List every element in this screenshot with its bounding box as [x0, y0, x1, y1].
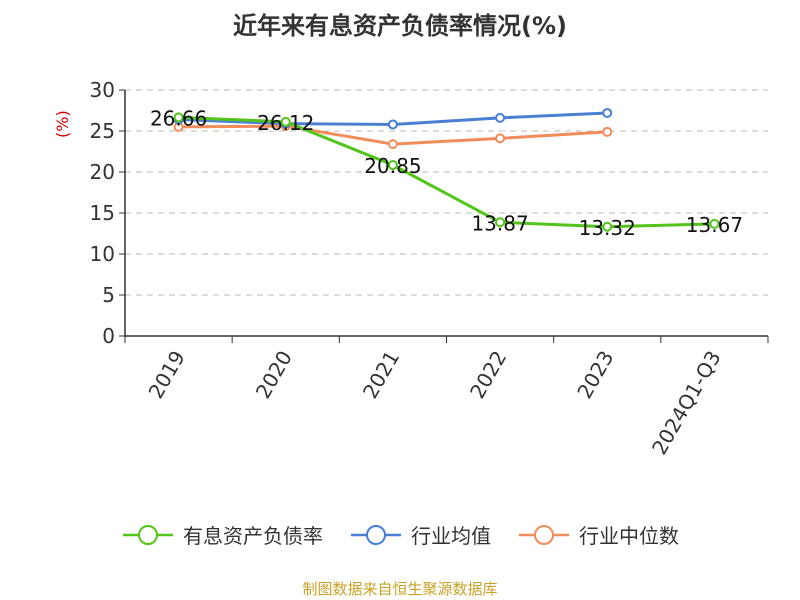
data-labels: 26.66 26.12 20.85 13.87 13.32 13.67 [150, 106, 743, 239]
data-label: 13.67 [686, 213, 743, 237]
legend-marker [534, 524, 554, 545]
x-tick-label: 2021 [358, 347, 404, 403]
data-point [709, 218, 720, 229]
y-tick-label: 10 [90, 242, 115, 266]
source-note: 制图数据来自恒生聚源数据库 [302, 580, 498, 598]
data-point [280, 116, 291, 127]
data-label: 13.32 [579, 216, 636, 240]
y-tick-label: 20 [90, 160, 115, 184]
legend-item[interactable]: 行业均值 [349, 520, 491, 549]
axes: 0 5 10 15 20 25 30 2019 2020 2021 2022 2023 2024Q1-Q… [90, 78, 769, 459]
x-tick-label: 2019 [144, 347, 190, 403]
x-tick-label: 2023 [572, 347, 618, 403]
data-label: 20.85 [364, 154, 421, 178]
data-point [387, 119, 398, 130]
legend-swatch [519, 524, 569, 545]
data-label: 26.12 [257, 111, 314, 135]
y-tick-label: 25 [90, 119, 115, 143]
data-label: 13.87 [471, 211, 528, 235]
legend-swatch [123, 524, 173, 545]
legend-marker [366, 524, 386, 545]
y-tick-label: 0 [102, 324, 115, 348]
chart-title: 近年来有息资产负债率情况(%) [233, 12, 567, 40]
data-point [495, 133, 506, 144]
grid-lines [125, 89, 768, 296]
y-tick-label: 5 [102, 283, 115, 307]
legend-item[interactable]: 有息资产负债率 [121, 520, 323, 549]
data-point [602, 221, 613, 232]
data-point [495, 217, 506, 228]
data-point [387, 139, 398, 150]
data-point [602, 107, 613, 118]
y-tick-label: 30 [90, 78, 115, 102]
data-point [602, 126, 613, 137]
y-axis-label: (%) [53, 110, 72, 138]
series-line [178, 115, 715, 229]
legend-label: 行业中位数 [579, 524, 679, 548]
legend-label: 行业均值 [411, 524, 491, 548]
legend-item[interactable]: 行业中位数 [517, 520, 679, 549]
data-point [495, 112, 506, 123]
data-point [387, 160, 398, 171]
data-label: 26.66 [150, 106, 207, 130]
y-tick-label: 15 [90, 201, 115, 225]
x-tick-label: 2022 [465, 347, 511, 403]
legend-swatch [351, 524, 401, 545]
x-tick-label: 2024Q1-Q3 [647, 347, 726, 459]
x-tick-label: 2020 [251, 347, 297, 403]
legend: 有息资产负债率 行业均值 行业中位数 [0, 520, 800, 549]
legend-marker [138, 524, 158, 545]
legend-label: 有息资产负债率 [183, 524, 323, 548]
series-lines [173, 107, 720, 232]
data-point [173, 112, 184, 123]
